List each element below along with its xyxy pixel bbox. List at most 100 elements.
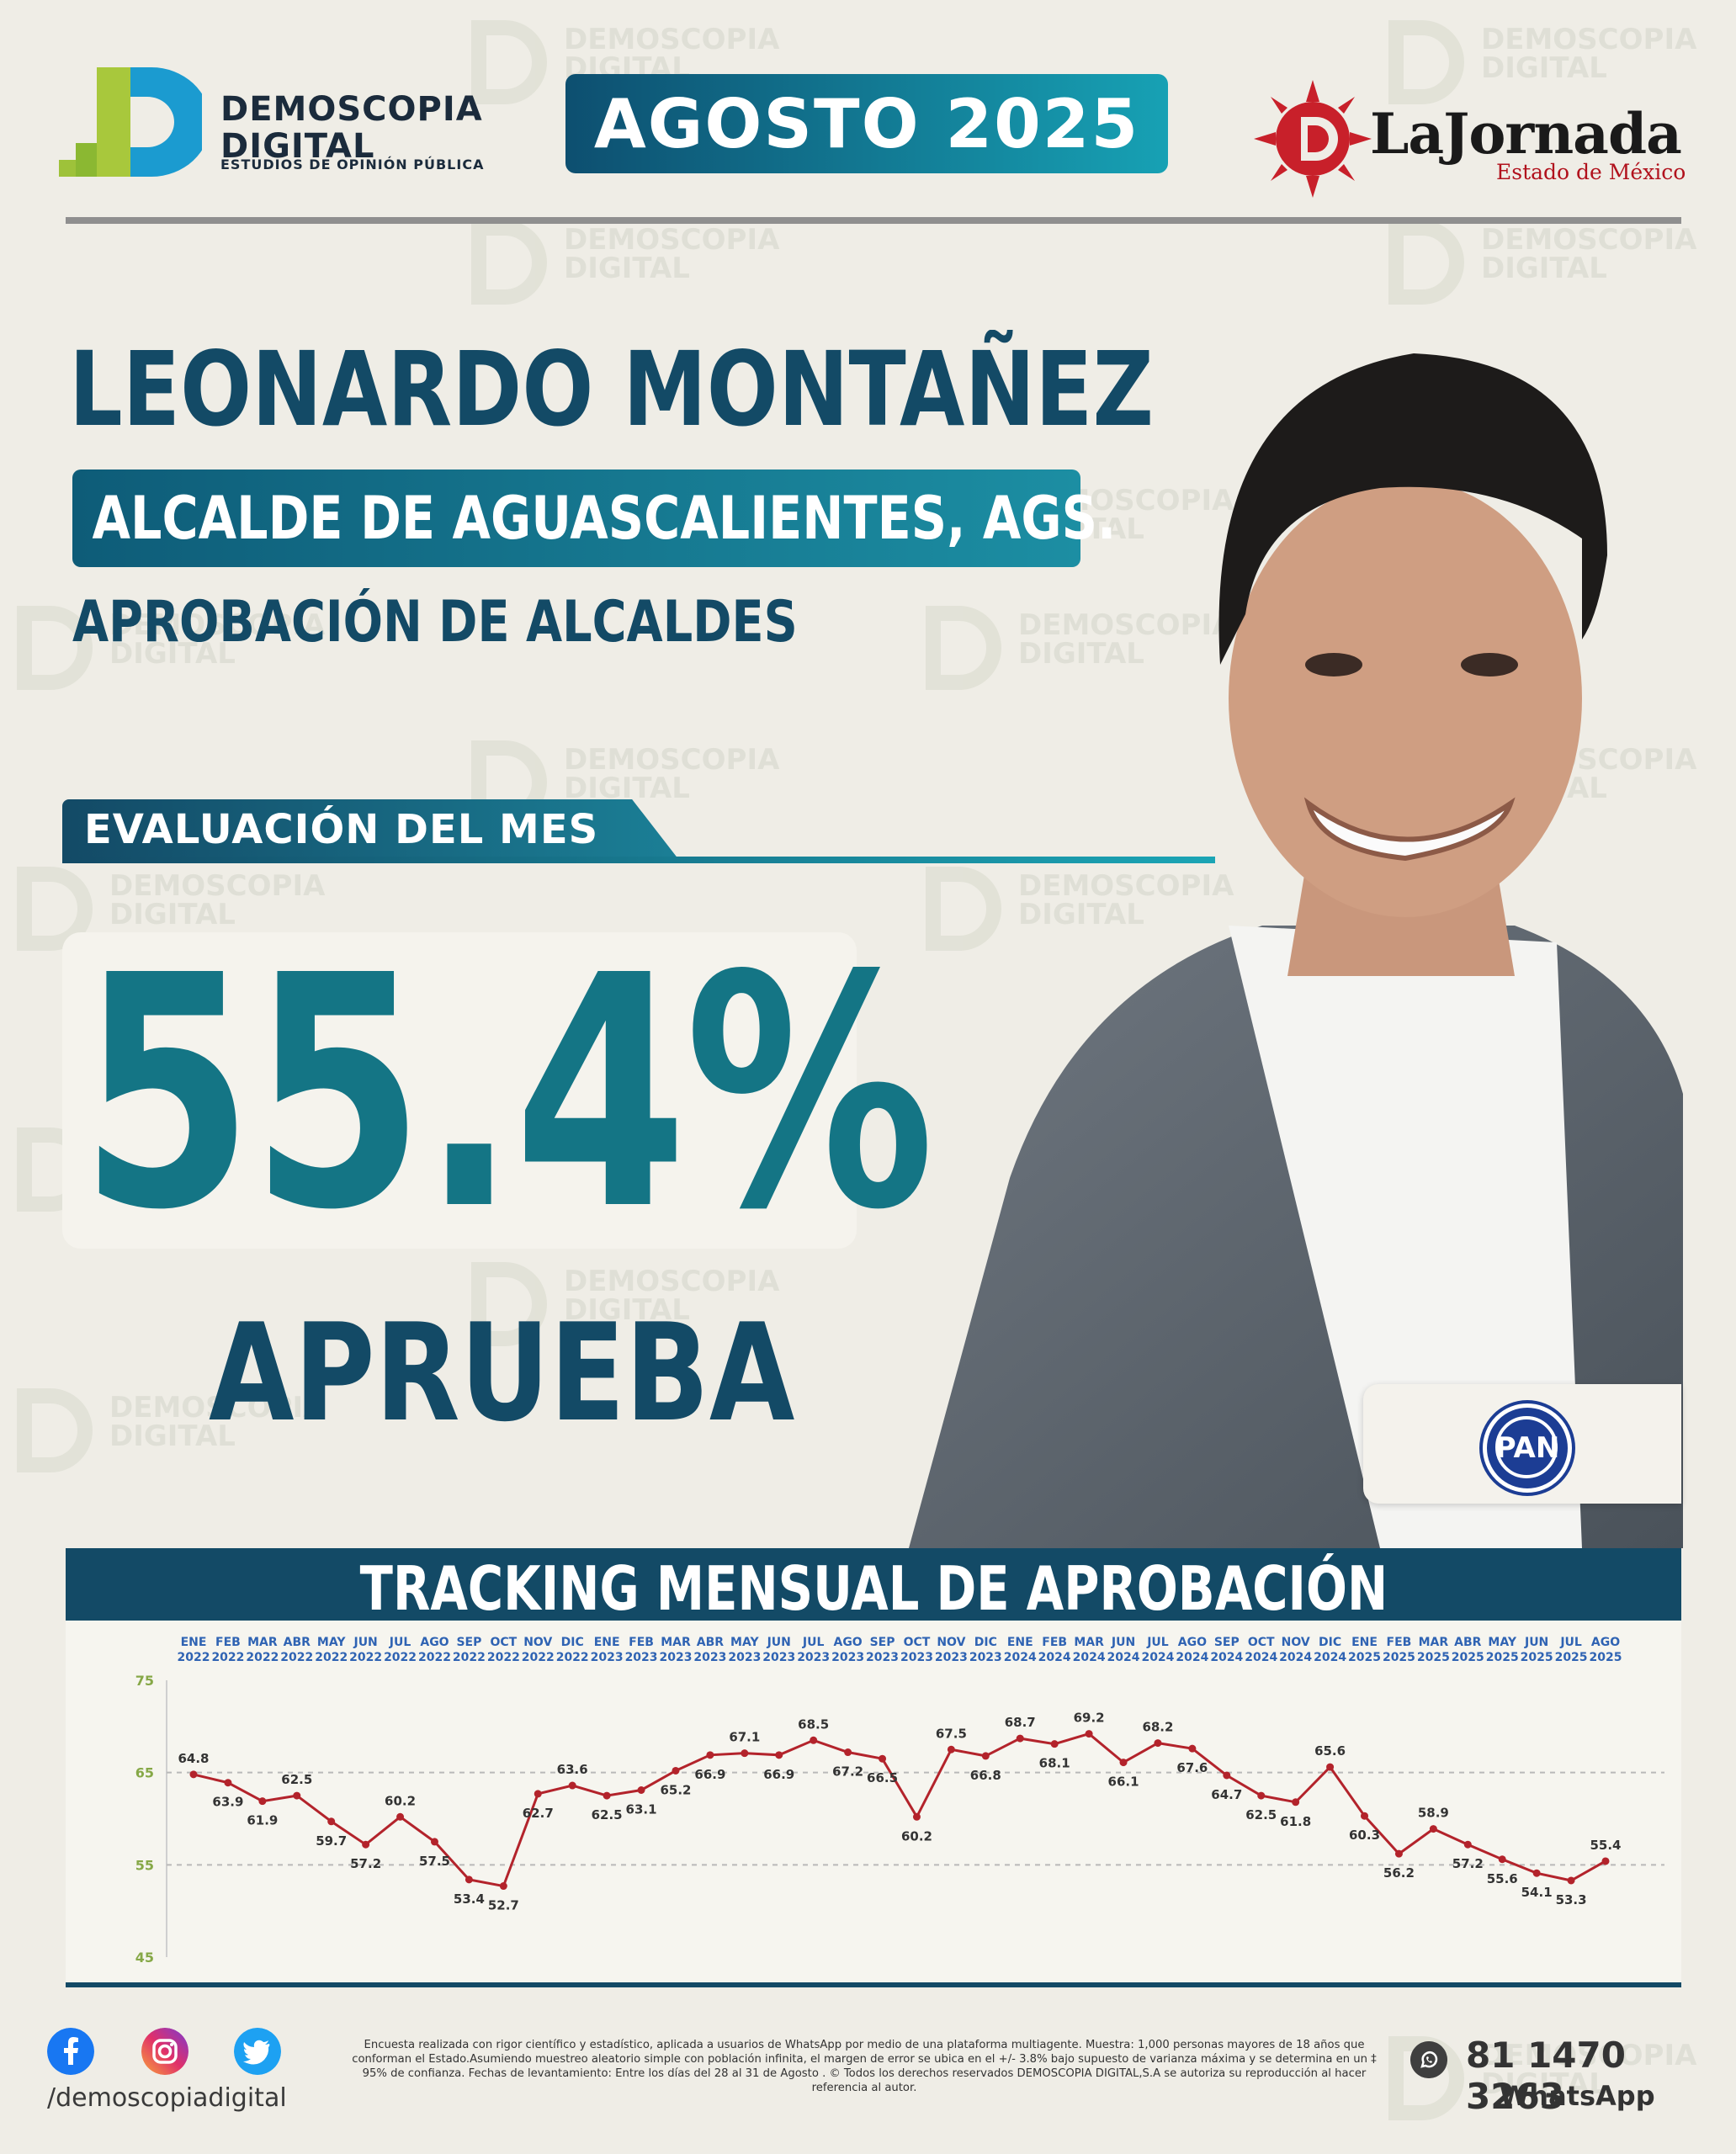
portrait-photo [909,353,1683,1548]
x-tick-month: ENE [181,1636,207,1649]
x-tick-year: 2022 [280,1651,313,1664]
data-point [1601,1857,1610,1865]
x-tick-month: ABR [1454,1636,1482,1649]
data-point [741,1749,749,1758]
data-point [1326,1763,1335,1771]
data-point [1188,1744,1197,1753]
x-tick-month: JUN [353,1636,377,1649]
data-point [1016,1734,1024,1743]
data-label: 66.8 [970,1768,1001,1783]
whatsapp-icon [1410,2041,1447,2078]
x-tick-year: 2025 [1348,1651,1381,1664]
x-tick-year: 2023 [866,1651,899,1664]
x-tick-year: 2022 [349,1651,382,1664]
data-point [534,1790,542,1798]
x-tick-year: 2025 [1417,1651,1450,1664]
data-label: 61.8 [1280,1814,1311,1829]
data-point [706,1751,714,1759]
data-label: 67.2 [832,1764,863,1780]
data-label: 68.1 [1039,1756,1070,1771]
data-label: 63.9 [212,1795,243,1810]
y-tick-label: 75 [135,1673,154,1689]
x-tick-month: OCT [1248,1636,1275,1649]
x-tick-year: 2022 [418,1651,451,1664]
media-name: LaJornada [1370,101,1682,167]
x-tick-month: AGO [833,1636,862,1649]
data-point [1429,1825,1437,1833]
x-tick-year: 2022 [178,1651,210,1664]
approval-label: APRUEBA [209,1294,795,1451]
x-tick-year: 2025 [1452,1651,1484,1664]
x-tick-month: JUN [767,1636,791,1649]
data-label: 60.2 [385,1793,416,1808]
data-label: 60.3 [1349,1828,1380,1843]
x-tick-month: ENE [1351,1636,1378,1649]
x-tick-year: 2023 [900,1651,933,1664]
data-label: 67.6 [1176,1760,1208,1775]
data-label: 56.2 [1383,1865,1415,1881]
x-tick-year: 2022 [487,1651,520,1664]
phone-number[interactable]: 81 1470 3263 [1466,2035,1626,2117]
office-banner: ALCALDE DE AGUASCALIENTES, AGS. [72,470,1116,567]
period-badge: AGOSTO 2025 [565,74,1168,173]
x-tick-year: 2024 [1107,1651,1140,1664]
chart-title: TRACKING MENSUAL DE APROBACIÓN [359,1553,1388,1624]
x-tick-year: 2024 [1314,1651,1346,1664]
twitter-icon[interactable] [234,2028,281,2075]
x-tick-month: SEP [456,1636,481,1649]
data-point [912,1812,921,1821]
x-tick-year: 2023 [693,1651,726,1664]
x-tick-year: 2024 [1073,1651,1106,1664]
office-title: ALCALDE DE AGUASCALIENTES, AGS. [92,484,1117,553]
party-name: PAN [1494,1431,1560,1465]
data-point [189,1770,198,1779]
data-point [1257,1791,1266,1800]
data-label: 52.7 [488,1898,519,1913]
x-tick-month: ENE [594,1636,620,1649]
facebook-icon[interactable] [47,2028,94,2075]
data-label: 53.3 [1556,1892,1587,1907]
approval-line-chart: 75655545ENE2022FEB2022MAR2022ABR2022MAY2… [135,1636,1664,1966]
la-jornada-sun-icon [1254,80,1372,198]
data-point [1292,1798,1300,1806]
data-label: 53.4 [454,1891,485,1907]
x-tick-month: AGO [1178,1636,1207,1649]
x-tick-month: DIC [1319,1636,1341,1649]
chart-panel [66,1621,1681,1987]
data-label: 67.5 [936,1726,967,1741]
x-tick-month: AGO [1591,1636,1620,1649]
data-point [810,1736,818,1744]
x-tick-year: 2023 [728,1651,761,1664]
x-tick-month: MAR [247,1636,278,1649]
data-point [499,1882,507,1891]
data-point [1119,1759,1128,1767]
data-point [465,1875,473,1884]
instagram-icon[interactable] [141,2028,188,2075]
data-point [568,1781,576,1790]
x-tick-year: 2022 [211,1651,244,1664]
x-tick-month: JUN [1524,1636,1548,1649]
x-tick-month: FEB [1042,1636,1067,1649]
x-tick-month: JUN [1111,1636,1135,1649]
data-point [1050,1740,1059,1748]
x-tick-year: 2022 [522,1651,555,1664]
phone-channel: WhatsApp [1500,2080,1655,2112]
x-tick-year: 2024 [1038,1651,1071,1664]
y-tick-label: 45 [135,1950,154,1966]
x-tick-year: 2024 [1004,1651,1037,1664]
x-tick-year: 2023 [591,1651,624,1664]
x-tick-year: 2025 [1383,1651,1415,1664]
data-point [775,1751,783,1759]
data-point [672,1766,680,1775]
brand-name: DEMOSCOPIA DIGITAL [220,90,483,166]
data-label: 68.5 [798,1716,829,1732]
x-tick-month: MAR [661,1636,691,1649]
x-tick-month: ABR [284,1636,311,1649]
social-handle[interactable]: /demoscopiadigital [47,2083,287,2113]
x-tick-month: MAY [1488,1636,1516,1649]
data-point [1085,1730,1093,1738]
chart-title-bar [66,1548,1681,1621]
data-label: 60.2 [901,1828,932,1844]
data-point [1361,1812,1369,1820]
data-label: 66.9 [763,1767,794,1782]
